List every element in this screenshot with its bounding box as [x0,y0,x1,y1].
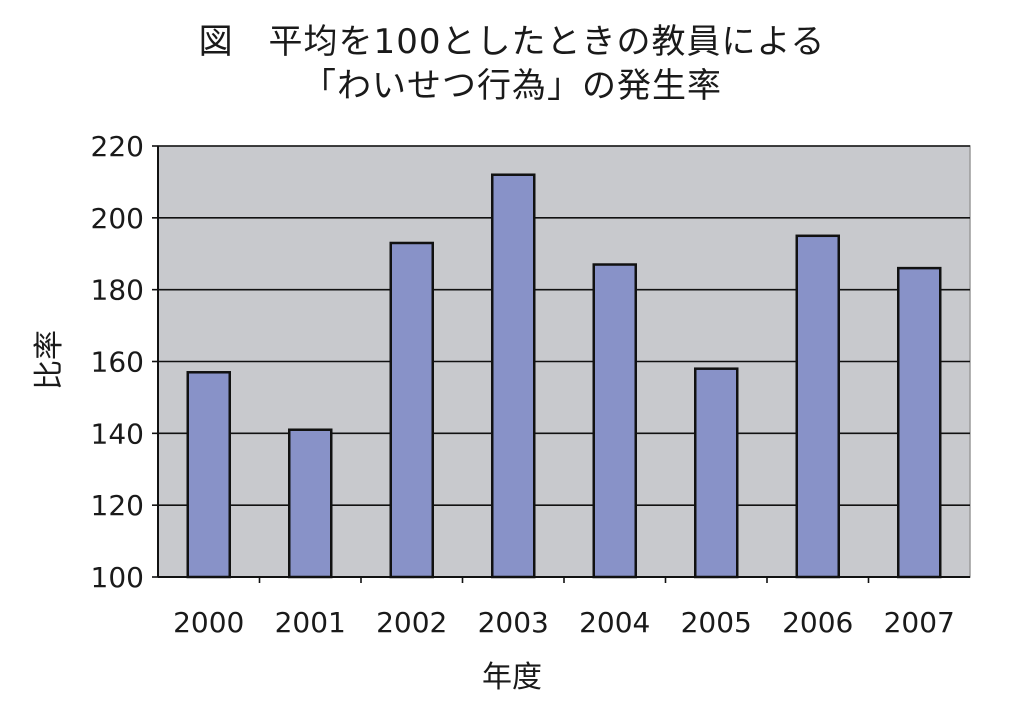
bars [186,173,942,579]
y-tick-label: 200 [91,202,144,235]
x-tick-label: 2007 [884,606,955,639]
y-tick-label: 160 [91,346,144,379]
bar-2001 [288,428,333,579]
bar-2003 [491,173,536,579]
x-tick-label: 2006 [782,606,853,639]
x-tick-label: 2004 [579,606,650,639]
y-tick-label: 100 [91,561,144,594]
x-tick-label: 2001 [275,606,346,639]
x-tick-label: 2002 [376,606,447,639]
x-axis-label: 年度 [482,660,542,695]
bar-2002 [389,241,434,579]
y-axis-ticks: 100 120 140 160 180 200 220 [91,130,158,594]
y-tick-label: 180 [91,274,144,307]
bar-2007 [897,266,942,579]
x-axis-ticks: 2000 2001 2002 2003 2004 2005 2006 2007 [173,577,955,639]
bar-2000 [186,371,231,579]
x-tick-label: 2005 [681,606,752,639]
y-axis-label: 比率 [32,330,67,390]
x-tick-label: 2000 [173,606,244,639]
y-tick-label: 120 [91,489,144,522]
y-tick-label: 220 [91,130,144,163]
bar-2004 [592,263,637,579]
bar-2005 [694,367,739,579]
y-tick-label: 140 [91,417,144,450]
chart-title-line1: 図 平均を100としたときの教員による [198,22,826,62]
bar-2006 [795,234,840,579]
x-tick-label: 2003 [478,606,549,639]
chart-title-line2: 「わいせつ行為」の発生率 [302,66,722,106]
